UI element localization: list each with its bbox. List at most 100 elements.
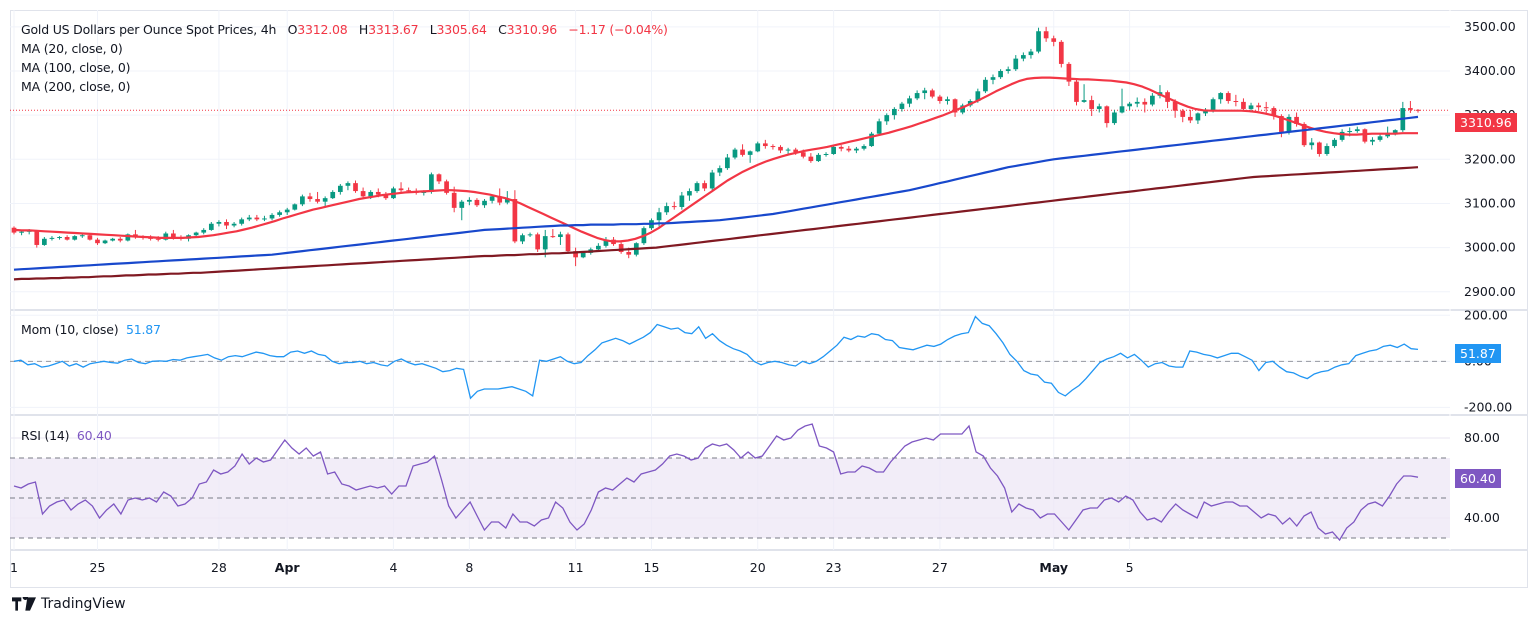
candle[interactable]	[360, 187, 366, 199]
candle[interactable]	[899, 101, 905, 112]
candle[interactable]	[337, 184, 343, 195]
candle[interactable]	[884, 113, 890, 125]
candle[interactable]	[1256, 102, 1261, 110]
candle[interactable]	[353, 180, 358, 193]
candle[interactable]	[1096, 103, 1102, 113]
candle[interactable]	[952, 98, 958, 117]
candle[interactable]	[664, 202, 670, 215]
candle[interactable]	[398, 182, 404, 192]
candle[interactable]	[573, 247, 578, 267]
candle[interactable]	[945, 96, 950, 105]
candle[interactable]	[1013, 55, 1019, 71]
candle[interactable]	[869, 131, 874, 147]
candle[interactable]	[717, 165, 723, 177]
candle[interactable]	[262, 215, 267, 222]
candle[interactable]	[808, 153, 814, 163]
candle[interactable]	[1218, 92, 1224, 104]
candle[interactable]	[216, 220, 222, 227]
candle[interactable]	[914, 90, 920, 101]
ma200-legend[interactable]: MA (200, close, 0)	[21, 79, 131, 94]
candle[interactable]	[702, 180, 707, 192]
candle[interactable]	[535, 232, 541, 253]
candle[interactable]	[876, 118, 882, 136]
candle[interactable]	[330, 190, 336, 200]
candle[interactable]	[998, 69, 1003, 79]
candle[interactable]	[1309, 138, 1315, 150]
candle[interactable]	[125, 233, 131, 242]
candle[interactable]	[102, 239, 108, 245]
candle[interactable]	[929, 88, 935, 99]
rsi-legend[interactable]: RSI (14) 60.40	[21, 428, 112, 443]
candle[interactable]	[208, 221, 214, 231]
candle[interactable]	[1150, 93, 1155, 107]
candle[interactable]	[990, 74, 996, 85]
candle[interactable]	[72, 235, 78, 241]
candle[interactable]	[1127, 101, 1132, 110]
candle[interactable]	[117, 237, 123, 243]
candle[interactable]	[937, 94, 943, 104]
tradingview-logo[interactable]: TradingView	[12, 596, 126, 612]
candle[interactable]	[618, 242, 624, 254]
candle[interactable]	[459, 199, 465, 221]
candle[interactable]	[1074, 79, 1079, 106]
candle[interactable]	[1332, 138, 1337, 148]
candle[interactable]	[57, 236, 62, 240]
candle[interactable]	[1187, 109, 1193, 124]
candle[interactable]	[854, 146, 859, 154]
candle[interactable]	[907, 95, 912, 108]
candle[interactable]	[300, 194, 305, 207]
candle[interactable]	[1058, 40, 1064, 68]
candle[interactable]	[474, 198, 480, 207]
candle[interactable]	[687, 188, 692, 201]
candle[interactable]	[740, 144, 745, 157]
candle[interactable]	[1081, 84, 1087, 103]
candle[interactable]	[1400, 101, 1406, 132]
candle[interactable]	[49, 236, 55, 241]
candle[interactable]	[1134, 97, 1140, 108]
candle[interactable]	[512, 190, 518, 244]
candle[interactable]	[565, 232, 571, 254]
candle[interactable]	[231, 221, 237, 228]
candle[interactable]	[770, 144, 776, 150]
candle[interactable]	[846, 146, 852, 153]
candle[interactable]	[307, 192, 313, 202]
candle[interactable]	[163, 231, 169, 241]
candle[interactable]	[520, 233, 525, 245]
candle[interactable]	[732, 147, 738, 160]
candle[interactable]	[239, 217, 245, 226]
candle[interactable]	[201, 228, 207, 235]
candle[interactable]	[960, 103, 966, 115]
candle[interactable]	[1066, 62, 1072, 86]
candle[interactable]	[1028, 48, 1034, 59]
candle[interactable]	[603, 237, 609, 248]
candle[interactable]	[747, 150, 753, 163]
candle[interactable]	[1385, 126, 1390, 139]
candle[interactable]	[1362, 128, 1368, 144]
ma20-legend[interactable]: MA (20, close, 0)	[21, 41, 123, 56]
candle[interactable]	[95, 237, 100, 245]
candle[interactable]	[1180, 108, 1186, 123]
candle[interactable]	[755, 141, 761, 153]
candle[interactable]	[1316, 141, 1322, 157]
candle[interactable]	[1370, 137, 1375, 146]
candle[interactable]	[1043, 26, 1049, 42]
candle[interactable]	[1377, 133, 1383, 142]
candle[interactable]	[1021, 52, 1026, 62]
candle[interactable]	[983, 77, 988, 94]
candle[interactable]	[1005, 66, 1011, 74]
candle[interactable]	[823, 152, 829, 157]
candle[interactable]	[785, 147, 791, 154]
momentum-legend[interactable]: Mom (10, close) 51.87	[21, 322, 161, 337]
candle[interactable]	[269, 213, 275, 221]
candle[interactable]	[110, 237, 116, 242]
candle[interactable]	[527, 232, 533, 238]
candle[interactable]	[1233, 94, 1239, 107]
candle[interactable]	[816, 153, 821, 162]
candle[interactable]	[1225, 91, 1231, 104]
candle[interactable]	[861, 144, 867, 151]
candle[interactable]	[1142, 98, 1148, 113]
candle[interactable]	[838, 145, 844, 152]
candle[interactable]	[482, 199, 487, 208]
candle[interactable]	[1036, 27, 1041, 54]
